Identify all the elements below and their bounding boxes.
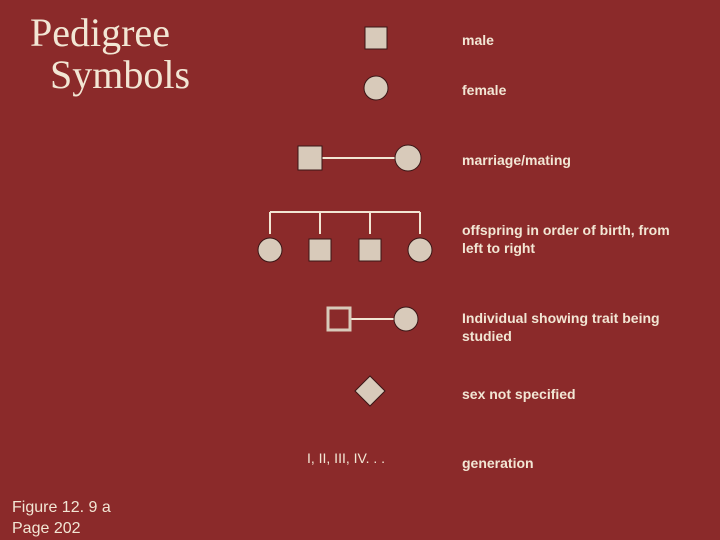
legend-label: sex not specified bbox=[462, 386, 692, 404]
footer-line1: Figure 12. 9 a bbox=[12, 499, 111, 516]
legend-symbol-male bbox=[316, 22, 436, 54]
legend-symbol-diamond bbox=[310, 372, 430, 410]
title-line1: Pedigree bbox=[30, 10, 170, 55]
legend-label: generation bbox=[462, 455, 692, 473]
title-line2: Symbols bbox=[50, 52, 190, 97]
legend-symbol-generation: I, II, III, IV. . . bbox=[256, 450, 436, 478]
legend-label: marriage/mating bbox=[462, 152, 692, 170]
legend-label: offspring in order of birth, from left t… bbox=[462, 222, 692, 257]
figure-footer: Figure 12. 9 a Page 202 bbox=[12, 498, 111, 540]
legend-label: female bbox=[462, 82, 692, 100]
legend-symbol-female bbox=[316, 72, 436, 104]
legend-label: male bbox=[462, 32, 692, 50]
legend-symbol-marriage bbox=[278, 140, 438, 176]
legend-symbol-affected bbox=[300, 302, 440, 336]
legend-label: Individual showing trait being studied bbox=[462, 310, 692, 345]
legend-symbol-offspring bbox=[242, 206, 442, 264]
footer-line2: Page 202 bbox=[12, 520, 81, 537]
slide-title: Pedigree Symbols bbox=[30, 12, 190, 96]
